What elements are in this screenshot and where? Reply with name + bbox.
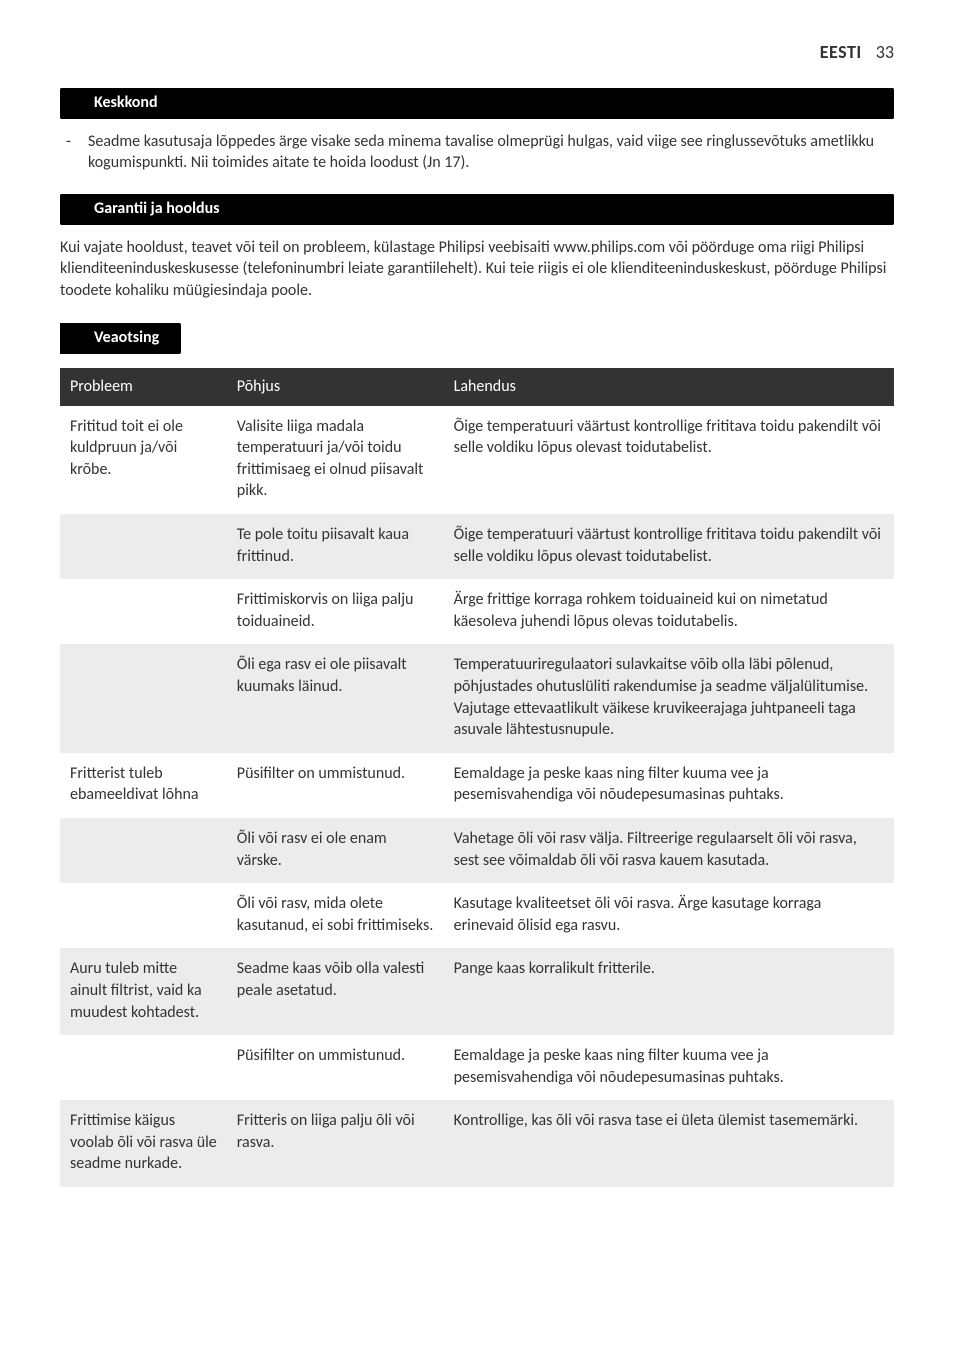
bullet-dash: - [64,131,88,174]
cell-problem [60,818,227,883]
troubleshoot-table: Probleem Põhjus Lahendus Frititud toit e… [60,368,894,1187]
section-bar-warranty-wrap: Garantii ja hooldus [60,194,894,225]
language-label: EESTI [820,41,862,63]
table-row: Püsifilter on ummistunud.Eemaldage ja pe… [60,1035,894,1100]
section-bar-troubleshoot-wrap: Veaotsing [60,313,894,362]
section-heading-troubleshoot: Veaotsing [60,323,181,354]
cell-problem: Frittimise käigus voolab õli või rasva ü… [60,1100,227,1187]
cell-problem: Fritterist tuleb ebameeldivat lõhna [60,753,227,818]
cell-solution: Vahetage õli või rasv välja. Filtreerige… [444,818,894,883]
cell-problem: Frititud toit ei ole kuldpruun ja/või kr… [60,406,227,514]
cell-cause: Õli ega rasv ei ole piisavalt kuumaks lä… [227,644,444,752]
section-heading-warranty: Garantii ja hooldus [60,194,894,225]
table-row: Te pole toitu piisavalt kaua frittinud.Õ… [60,514,894,579]
cell-problem [60,883,227,948]
table-row: Fritterist tuleb ebameeldivat lõhnaPüsif… [60,753,894,818]
cell-solution: Temperatuuriregulaatori sulavkaitse võib… [444,644,894,752]
cell-cause: Püsifilter on ummistunud. [227,753,444,818]
warranty-paragraph: Kui vajate hooldust, teavet või teil on … [60,233,894,314]
cell-solution: Õige temperatuuri väärtust kontrollige f… [444,514,894,579]
table-row: Õli või rasv ei ole enam värske.Vahetage… [60,818,894,883]
table-row: Frittimiskorvis on liiga palju toiduaine… [60,579,894,644]
cell-cause: Frittimiskorvis on liiga palju toiduaine… [227,579,444,644]
col-header-solution: Lahendus [444,368,894,406]
cell-cause: Püsifilter on ummistunud. [227,1035,444,1100]
cell-solution: Õige temperatuuri väärtust kontrollige f… [444,406,894,514]
cell-solution: Kontrollige, kas õli või rasva tase ei ü… [444,1100,894,1187]
page-header: EESTI 33 [60,40,894,64]
table-row: Frititud toit ei ole kuldpruun ja/või kr… [60,406,894,514]
cell-cause: Valisite liiga madala temperatuuri ja/võ… [227,406,444,514]
table-row: Õli või rasv, mida olete kasutanud, ei s… [60,883,894,948]
cell-cause: Seadme kaas võib olla valesti peale aset… [227,948,444,1035]
environment-bullet: - Seadme kasutusaja lõppedes ärge visake… [60,127,894,184]
cell-cause: Fritteris on liiga palju õli või rasva. [227,1100,444,1187]
table-row: Auru tuleb mitte ainult filtrist, vaid k… [60,948,894,1035]
cell-solution: Eemaldage ja peske kaas ning filter kuum… [444,1035,894,1100]
col-header-problem: Probleem [60,368,227,406]
cell-solution: Ärge frittige korraga rohkem toiduaineid… [444,579,894,644]
cell-solution: Kasutage kvaliteetset õli või rasva. Ärg… [444,883,894,948]
cell-problem: Auru tuleb mitte ainult filtrist, vaid k… [60,948,227,1035]
cell-problem [60,514,227,579]
cell-cause: Õli või rasv ei ole enam värske. [227,818,444,883]
cell-problem [60,644,227,752]
col-header-cause: Põhjus [227,368,444,406]
environment-text: Seadme kasutusaja lõppedes ärge visake s… [88,131,894,174]
table-row: Frittimise käigus voolab õli või rasva ü… [60,1100,894,1187]
page-number: 33 [876,41,894,63]
section-heading-environment: Keskkond [60,88,894,119]
table-header-row: Probleem Põhjus Lahendus [60,368,894,406]
cell-problem [60,1035,227,1100]
cell-solution: Eemaldage ja peske kaas ning filter kuum… [444,753,894,818]
cell-cause: Õli või rasv, mida olete kasutanud, ei s… [227,883,444,948]
cell-solution: Pange kaas korralikult fritterile. [444,948,894,1035]
table-row: Õli ega rasv ei ole piisavalt kuumaks lä… [60,644,894,752]
section-bar-environment-wrap: Keskkond [60,88,894,119]
cell-problem [60,579,227,644]
cell-cause: Te pole toitu piisavalt kaua frittinud. [227,514,444,579]
